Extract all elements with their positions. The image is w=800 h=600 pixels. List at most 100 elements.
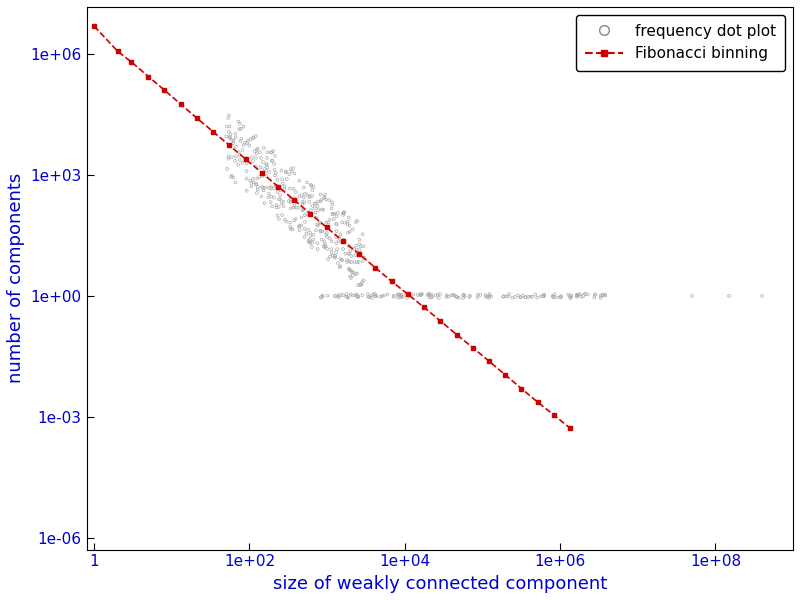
Point [248, 146, 261, 156]
Point [275, 199, 288, 208]
Point [220, 131, 233, 141]
Point [255, 191, 268, 201]
Point [310, 199, 322, 209]
Point [293, 221, 306, 230]
Point [474, 290, 487, 299]
Point [294, 225, 306, 235]
Point [250, 180, 262, 190]
Point [301, 190, 314, 200]
Point [296, 206, 309, 215]
Point [257, 185, 270, 195]
Point [337, 244, 350, 254]
Point [450, 292, 463, 302]
Point [485, 292, 498, 301]
Point [538, 292, 550, 301]
Point [246, 133, 259, 142]
Point [350, 217, 362, 227]
Point [394, 292, 407, 302]
Point [302, 211, 315, 220]
Point [282, 196, 295, 206]
Point [333, 233, 346, 242]
Point [261, 148, 274, 157]
Point [270, 168, 282, 178]
Point [316, 292, 329, 302]
Point [524, 292, 537, 301]
Point [298, 198, 311, 208]
Point [392, 293, 405, 302]
Point [323, 234, 336, 244]
Point [265, 182, 278, 191]
Point [588, 292, 601, 302]
Point [326, 236, 338, 246]
Point [342, 228, 354, 238]
Point [306, 185, 318, 195]
Point [341, 220, 354, 229]
Point [756, 291, 769, 301]
Point [338, 208, 350, 218]
Point [519, 293, 532, 302]
Point [221, 164, 234, 174]
Point [334, 262, 346, 271]
Point [345, 273, 358, 283]
Point [317, 205, 330, 214]
Point [598, 290, 611, 299]
Point [303, 191, 316, 201]
Point [222, 154, 234, 163]
Point [274, 190, 286, 200]
Point [254, 153, 267, 163]
Point [458, 292, 471, 301]
Point [251, 182, 264, 192]
Point [267, 146, 280, 156]
Point [298, 189, 311, 199]
Point [362, 292, 375, 302]
Point [335, 217, 348, 227]
Point [342, 212, 355, 222]
Point [321, 229, 334, 238]
Point [400, 290, 413, 300]
Point [356, 290, 369, 300]
Point [352, 281, 365, 290]
Point [286, 167, 298, 176]
Point [246, 152, 258, 162]
Point [395, 290, 408, 299]
Point [332, 290, 345, 300]
Point [458, 290, 470, 300]
Point [271, 175, 284, 185]
Point [298, 217, 311, 227]
Point [311, 238, 324, 248]
Point [336, 238, 349, 247]
Point [318, 242, 330, 252]
Point [351, 216, 364, 226]
Point [290, 214, 302, 224]
Point [337, 209, 350, 218]
Point [314, 293, 327, 302]
Point [247, 133, 260, 143]
Point [251, 173, 264, 183]
Point [269, 151, 282, 161]
Point [226, 152, 238, 162]
Point [225, 172, 238, 182]
Point [242, 136, 254, 145]
Point [276, 211, 289, 220]
Point [258, 164, 271, 174]
Point [300, 229, 313, 238]
Point [227, 139, 240, 148]
Point [227, 136, 240, 146]
Point [298, 224, 311, 233]
Point [303, 235, 316, 245]
Point [345, 257, 358, 267]
Point [309, 208, 322, 218]
Point [356, 256, 369, 266]
Point [425, 290, 438, 299]
Point [343, 249, 356, 259]
Point [230, 133, 242, 142]
Point [260, 160, 273, 169]
Point [258, 183, 271, 193]
Point [722, 291, 735, 301]
Point [341, 257, 354, 267]
Point [362, 289, 374, 299]
Point [370, 291, 382, 301]
Point [266, 148, 278, 157]
Point [290, 197, 303, 207]
Point [599, 291, 612, 301]
